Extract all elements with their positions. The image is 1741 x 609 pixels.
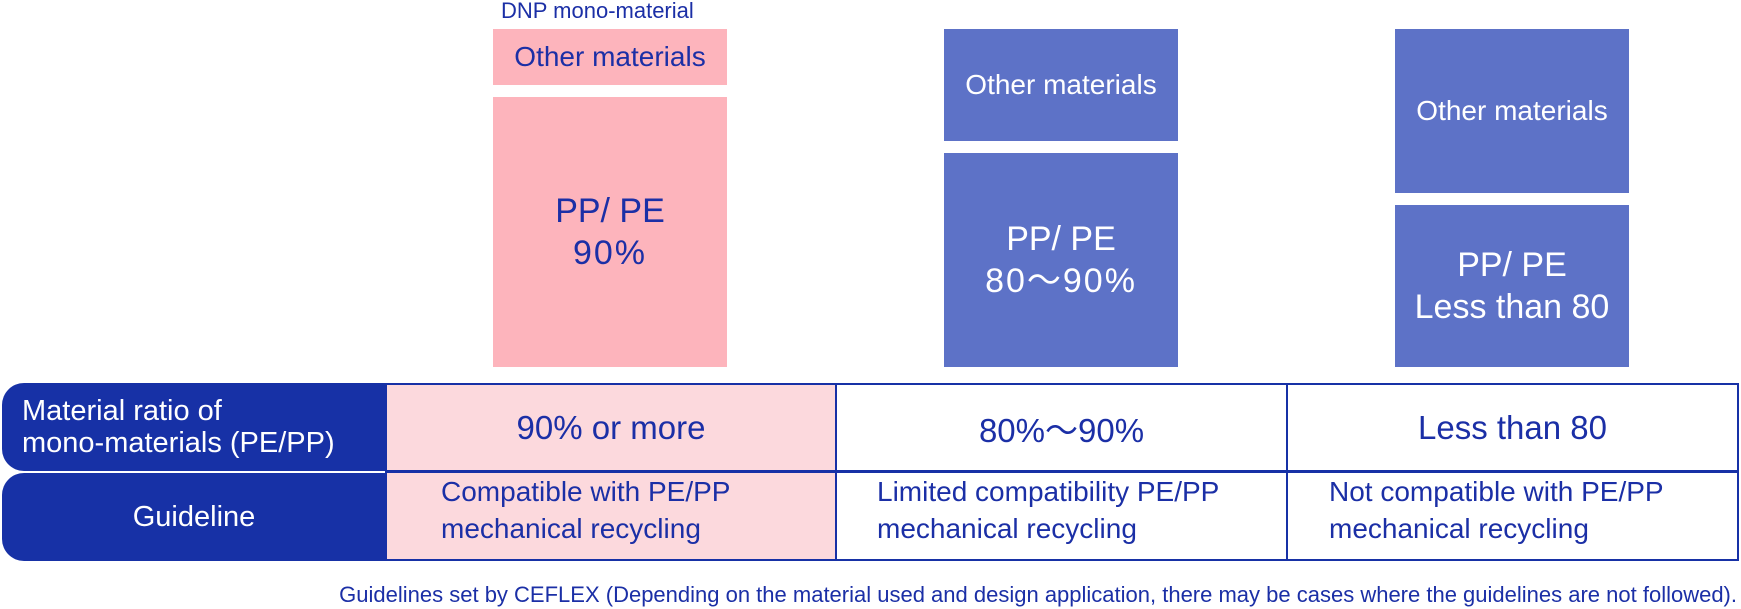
col3-pp-pe-label: PP/ PE bbox=[1457, 246, 1567, 284]
ratio-cell-col3: Less than 80 bbox=[1286, 383, 1739, 472]
guideline-col1-line1: Compatible with PE/PP bbox=[441, 476, 731, 507]
col1-other-materials-bar: Other materials bbox=[493, 29, 727, 85]
col2-pp-pe-value: 80～90% bbox=[985, 262, 1137, 300]
ratio-cell-col2: 80%～90% bbox=[835, 383, 1288, 472]
guideline-cell-col2: Limited compatibility PE/PP mechanical r… bbox=[835, 471, 1288, 561]
guideline-col3-line1: Not compatible with PE/PP bbox=[1329, 476, 1664, 507]
ratio-row-header: Material ratio of mono-materials (PE/PP) bbox=[2, 383, 386, 471]
col3-pp-pe-bar: PP/ PE Less than 80 bbox=[1395, 205, 1629, 367]
guideline-col1-line2: mechanical recycling bbox=[441, 513, 701, 544]
guideline-cell-col3: Not compatible with PE/PP mechanical rec… bbox=[1286, 471, 1739, 561]
guideline-col2-line1: Limited compatibility PE/PP bbox=[877, 476, 1220, 507]
ratio-row-header-line2: mono-materials (PE/PP) bbox=[22, 427, 335, 459]
guideline-row-header: Guideline bbox=[2, 473, 386, 561]
footnote: Guidelines set by CEFLEX (Depending on t… bbox=[339, 582, 1737, 607]
ratio-cell-col1: 90% or more bbox=[385, 383, 837, 472]
col2-other-materials-bar: Other materials bbox=[944, 29, 1178, 141]
col3-other-materials-bar: Other materials bbox=[1395, 29, 1629, 193]
col1-pp-pe-value: 90% bbox=[572, 234, 648, 272]
col1-pp-pe-bar: PP/ PE 90% bbox=[493, 97, 727, 367]
col3-pp-pe-value: Less than 80 bbox=[1414, 288, 1610, 326]
col2-pp-pe-bar: PP/ PE 80～90% bbox=[944, 153, 1178, 367]
guideline-cell-col1: Compatible with PE/PP mechanical recycli… bbox=[385, 471, 837, 561]
col1-pp-pe-label: PP/ PE bbox=[555, 192, 665, 230]
guideline-col3-line2: mechanical recycling bbox=[1329, 513, 1589, 544]
ratio-row-header-line1: Material ratio of bbox=[22, 395, 222, 427]
dnp-mono-material-label: DNP mono-material bbox=[501, 0, 694, 23]
guideline-col2-line2: mechanical recycling bbox=[877, 513, 1137, 544]
col2-pp-pe-label: PP/ PE bbox=[1006, 220, 1116, 258]
